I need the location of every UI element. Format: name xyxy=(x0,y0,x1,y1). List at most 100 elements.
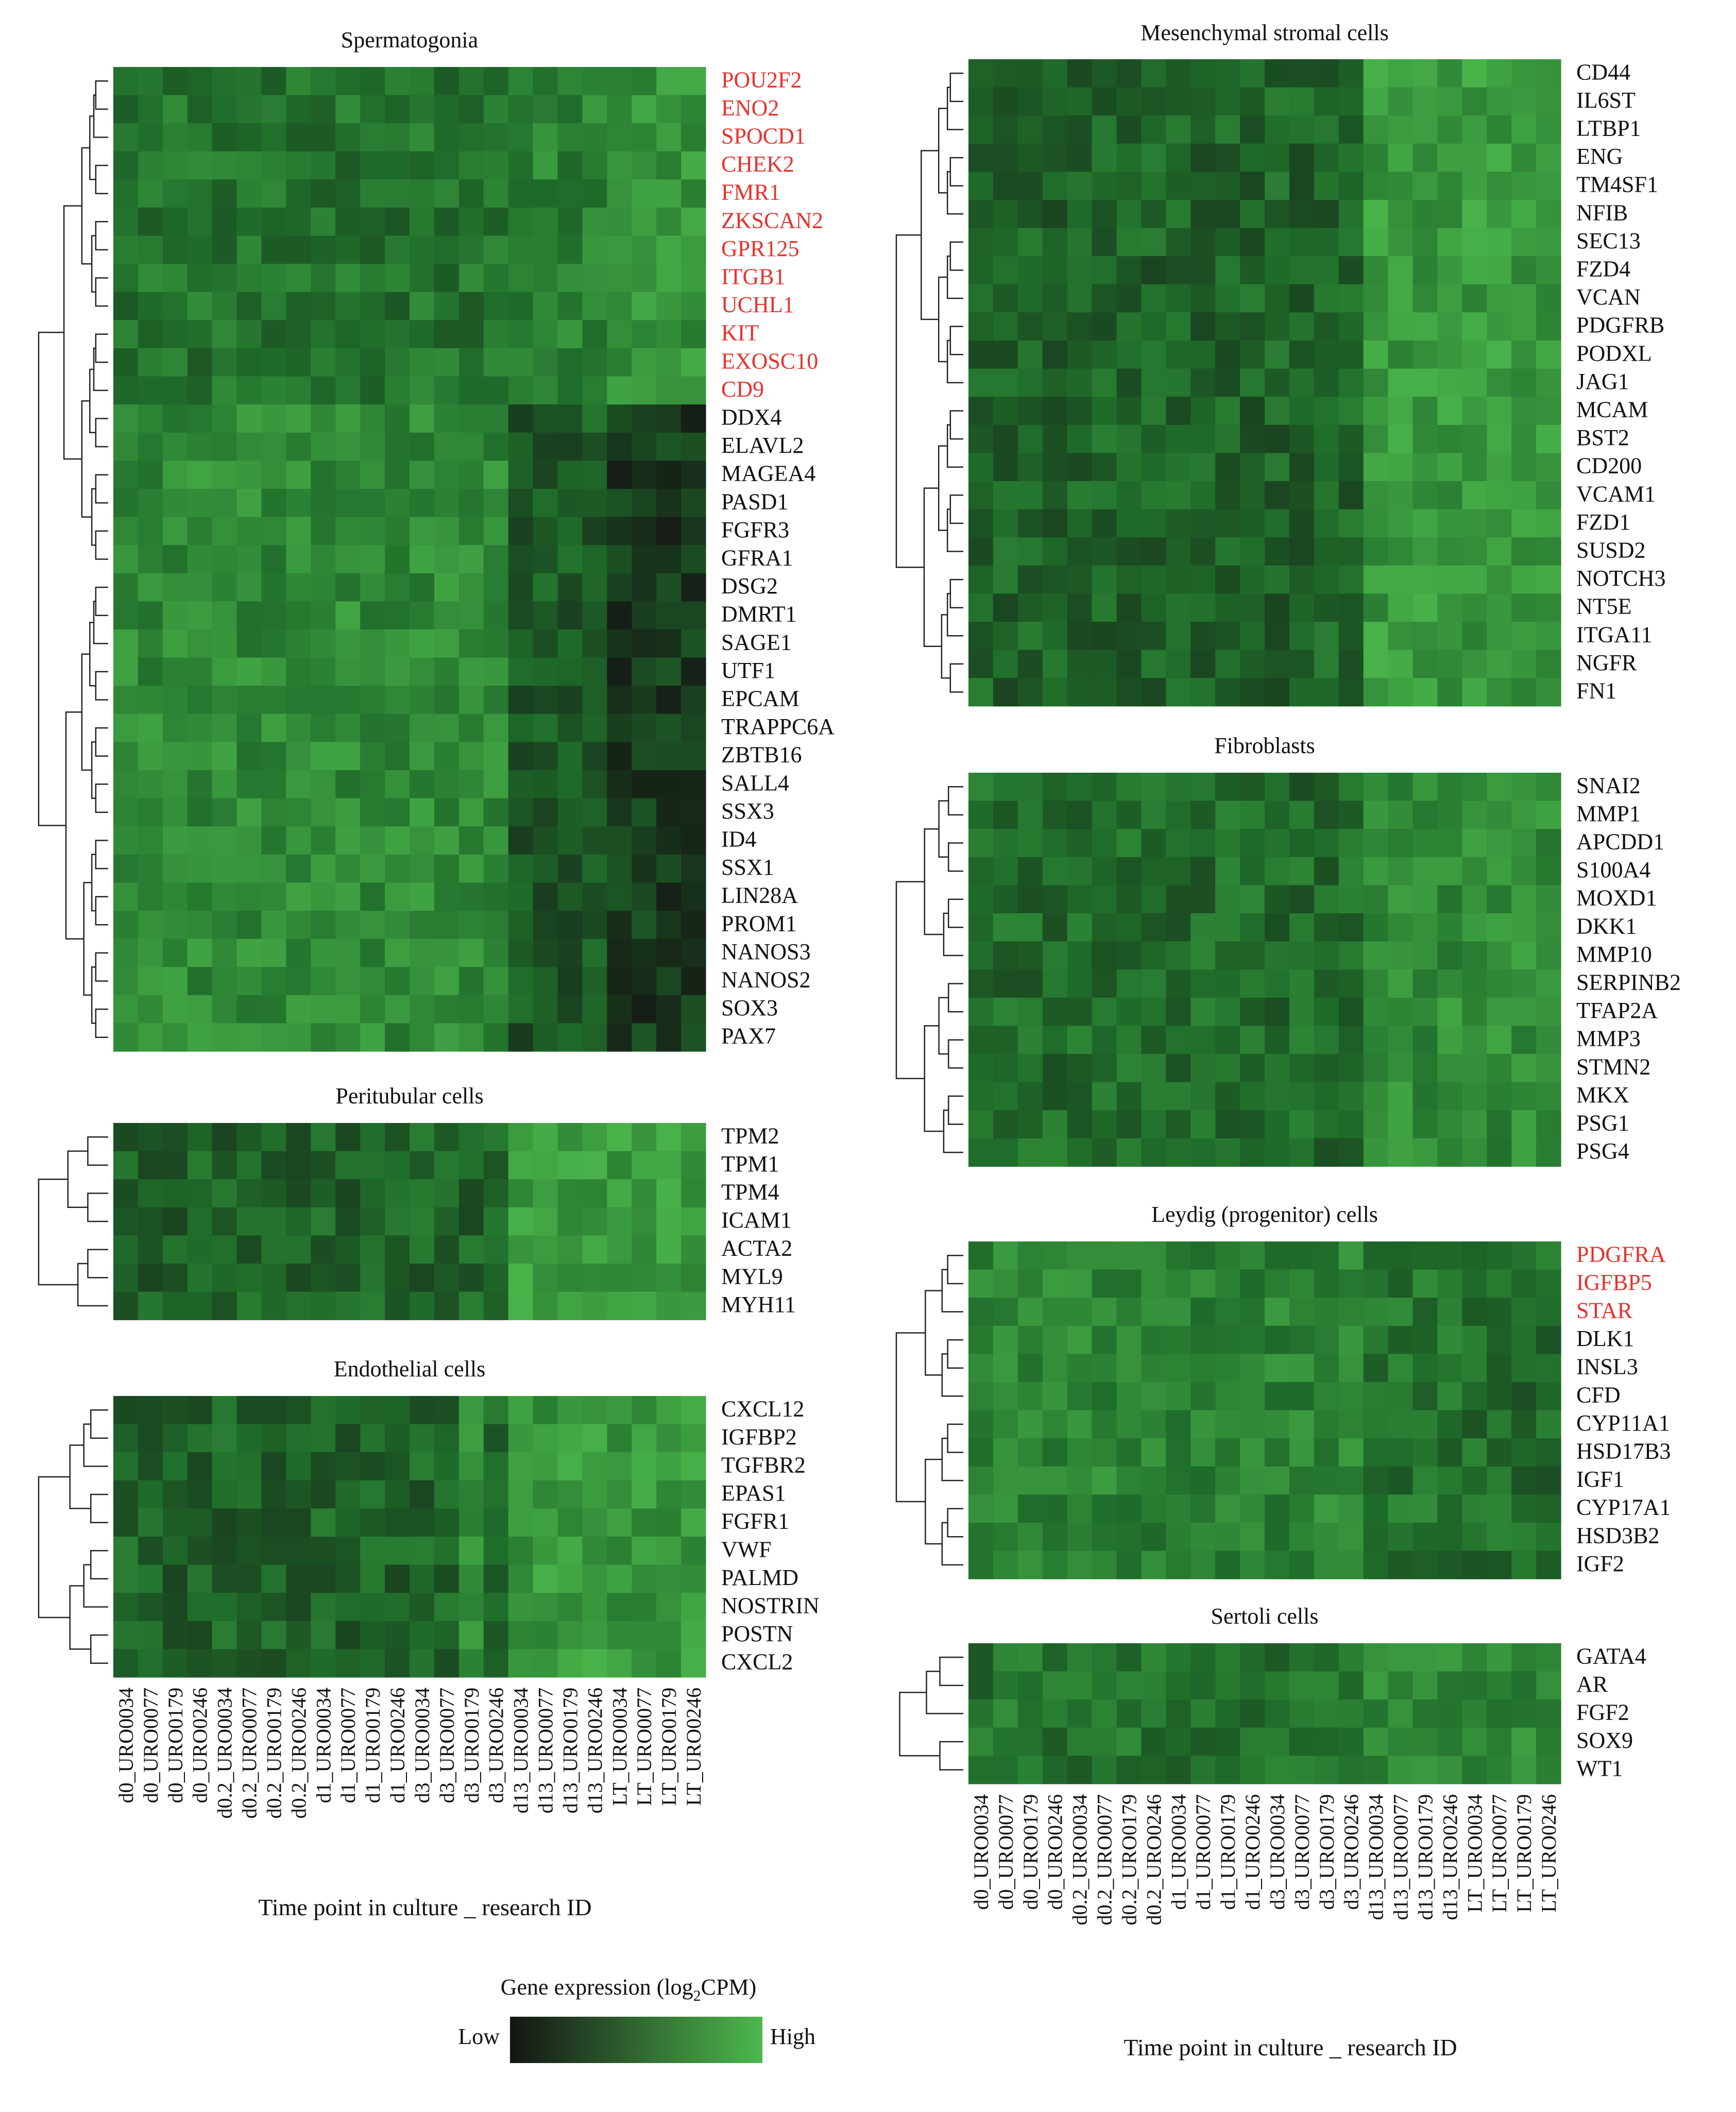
heatmap-cell xyxy=(410,1396,435,1425)
dendrogram-branch xyxy=(949,157,963,186)
heatmap-cell xyxy=(1166,969,1191,998)
heatmap-cell xyxy=(632,798,657,827)
heatmap-cell xyxy=(1092,340,1117,369)
heatmap-cell xyxy=(187,1151,213,1180)
sample-label: d3_URO0179 xyxy=(460,1688,483,1803)
heatmap-cell xyxy=(1412,1699,1438,1728)
heatmap-cell xyxy=(458,1264,484,1292)
heatmap-cell xyxy=(434,1537,459,1565)
heatmap-cell xyxy=(1265,1494,1290,1523)
heatmap-cell xyxy=(138,264,163,293)
heatmap-cell xyxy=(533,1396,558,1425)
heatmap-cell xyxy=(557,348,583,377)
heatmap-cell xyxy=(1462,1354,1487,1383)
heatmap-cell xyxy=(187,1452,213,1481)
heatmap-cell xyxy=(1338,913,1364,942)
dendrogram-branch xyxy=(89,115,96,180)
dendrogram-branch xyxy=(95,671,108,701)
heatmap-cell xyxy=(261,1023,287,1052)
heatmap-cell xyxy=(410,713,435,742)
heatmap-cell xyxy=(1240,593,1265,622)
heatmap-cell xyxy=(311,179,336,208)
heatmap-cell xyxy=(1092,1438,1117,1467)
heatmap-cell xyxy=(607,742,632,771)
heatmap-cell xyxy=(212,686,237,714)
heatmap-cell xyxy=(1141,773,1166,802)
heatmap-cell xyxy=(458,798,484,827)
heatmap-cell xyxy=(1190,284,1216,313)
heatmap-cell xyxy=(632,826,657,855)
heatmap-cell xyxy=(1511,1382,1537,1411)
heatmap-cell xyxy=(138,854,163,883)
heatmap-cell xyxy=(434,432,459,461)
heatmap-cell xyxy=(557,123,583,152)
heatmap-cell xyxy=(1363,1523,1389,1552)
heatmap-cell xyxy=(557,939,583,967)
heatmap-cell xyxy=(212,1424,237,1453)
heatmap-cell xyxy=(1338,1699,1364,1728)
heatmap-cell xyxy=(138,545,163,574)
gene-label: NGFR xyxy=(1576,650,1637,675)
heatmap-cell xyxy=(212,657,237,686)
heatmap-cell xyxy=(434,348,459,377)
heatmap-cell xyxy=(1338,1110,1364,1139)
heatmap-cell xyxy=(1190,1756,1216,1784)
heatmap-cell xyxy=(212,404,237,433)
heatmap-cell xyxy=(656,882,682,911)
heatmap-cell xyxy=(410,376,435,405)
heatmap-cell xyxy=(1141,678,1166,707)
heatmap-cell xyxy=(993,1643,1018,1672)
heatmap-cell xyxy=(1116,1671,1142,1700)
heatmap-cell xyxy=(1265,312,1290,341)
heatmap-cell xyxy=(1017,368,1043,397)
heatmap-cell xyxy=(236,235,262,264)
heatmap-cell xyxy=(1338,1523,1364,1552)
heatmap-cell xyxy=(656,911,682,940)
heatmap-cell xyxy=(968,1241,994,1270)
heatmap-cell xyxy=(1240,622,1265,651)
dendrogram-branch xyxy=(87,1136,108,1166)
heatmap-cell xyxy=(1116,1325,1142,1354)
heatmap-cell xyxy=(1289,284,1315,313)
dendrogram-branch xyxy=(947,1095,963,1125)
heatmap-cell xyxy=(1338,87,1364,116)
heatmap-cell xyxy=(1265,1671,1290,1700)
dendrogram-branch xyxy=(946,171,963,215)
heatmap-cell xyxy=(1289,1082,1315,1111)
gene-label: PAX7 xyxy=(721,1024,776,1049)
heatmap-cell xyxy=(1190,1643,1216,1672)
heatmap-cell xyxy=(162,376,188,405)
heatmap-cell xyxy=(582,264,607,293)
heatmap-cell xyxy=(434,629,459,658)
heatmap-cell xyxy=(1511,1756,1537,1784)
heatmap-cell xyxy=(1042,284,1068,313)
heatmap-cell xyxy=(311,573,336,602)
heatmap-cell xyxy=(656,1179,682,1208)
heatmap-cell xyxy=(1289,1110,1315,1139)
heatmap-cell xyxy=(1215,941,1240,970)
heatmap-cell xyxy=(113,967,139,996)
heatmap-cell xyxy=(434,235,459,264)
heatmap-cell xyxy=(1412,453,1438,482)
heatmap-cell xyxy=(335,713,361,742)
heatmap-cell xyxy=(1487,256,1512,285)
heatmap-cell xyxy=(681,1424,706,1453)
heatmap-cell xyxy=(1437,1671,1462,1700)
gene-label: PDGFRA xyxy=(1576,1241,1666,1267)
heatmap-cell xyxy=(1092,1110,1117,1139)
heatmap-cell xyxy=(1412,284,1438,313)
gene-label: MKX xyxy=(1576,1082,1629,1108)
sample-label: d0_URO0179 xyxy=(164,1688,187,1803)
heatmap-cell xyxy=(1487,1466,1512,1495)
heatmap-cell xyxy=(1363,1699,1389,1728)
heatmap-cell xyxy=(410,1649,435,1678)
sample-label: d13_URO0077 xyxy=(534,1688,557,1813)
dendrogram-branch xyxy=(95,277,108,307)
heatmap-cell xyxy=(410,1151,435,1180)
heatmap-cell xyxy=(582,1452,607,1481)
heatmap-cell xyxy=(286,151,311,180)
heatmap-cell xyxy=(681,1235,706,1264)
heatmap-cell xyxy=(557,264,583,293)
heatmap-cell xyxy=(1116,368,1142,397)
heatmap-cell xyxy=(508,1649,534,1678)
